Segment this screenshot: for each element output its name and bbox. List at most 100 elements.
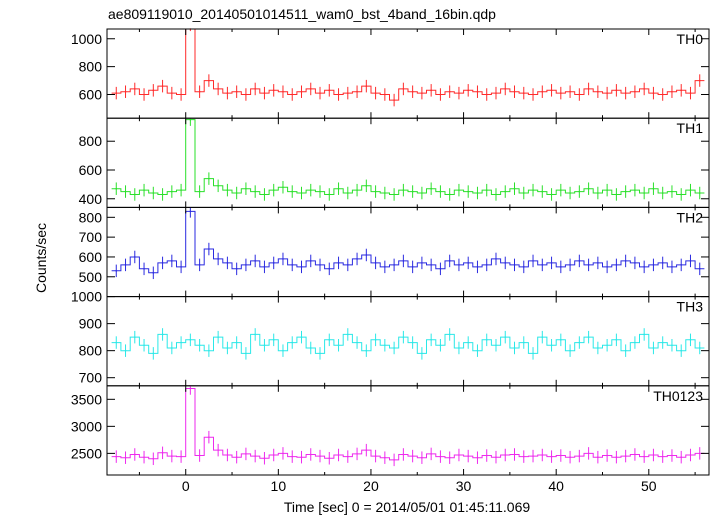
data-point <box>504 88 507 90</box>
data-point <box>337 187 340 190</box>
data-point <box>476 456 479 459</box>
data-point <box>430 187 432 190</box>
data-point <box>504 262 507 264</box>
data-point <box>226 92 229 94</box>
y-tick-label: 2500 <box>71 445 102 461</box>
data-point <box>522 192 525 194</box>
data-point <box>569 349 571 352</box>
data-point <box>161 262 164 264</box>
data-point <box>578 455 581 457</box>
data-point <box>328 193 331 196</box>
y-tick-label: 800 <box>79 209 103 225</box>
data-point <box>374 262 377 264</box>
data-point <box>133 336 136 338</box>
data-point <box>661 341 664 344</box>
data-point <box>124 456 127 459</box>
data-point <box>393 264 395 266</box>
data-point <box>208 79 210 82</box>
data-point <box>124 349 127 352</box>
data-point <box>208 436 210 438</box>
data-point <box>235 268 238 270</box>
data-point <box>189 339 192 341</box>
y-tick-label: 3500 <box>71 391 102 407</box>
data-point <box>661 455 664 458</box>
data-point <box>393 193 395 196</box>
data-point <box>384 93 386 96</box>
data-point <box>495 344 497 347</box>
data-point <box>606 344 608 347</box>
data-point <box>384 266 386 268</box>
data-point <box>282 258 284 260</box>
data-point <box>421 192 423 194</box>
series-line <box>111 333 705 354</box>
data-point <box>504 454 507 456</box>
data-point <box>263 92 266 94</box>
data-point <box>634 262 636 264</box>
data-point <box>143 456 145 458</box>
x-tick-label: 50 <box>641 478 657 494</box>
data-point <box>430 339 432 341</box>
data-point <box>282 349 284 352</box>
data-point <box>263 266 266 268</box>
data-point <box>698 268 701 270</box>
data-point <box>319 190 321 193</box>
data-point <box>393 99 395 101</box>
data-point <box>430 89 432 92</box>
data-point <box>365 85 368 87</box>
data-point <box>124 264 127 266</box>
data-point <box>532 352 534 355</box>
y-tick-label: 400 <box>79 191 103 207</box>
data-point <box>615 264 618 266</box>
data-point <box>143 268 145 270</box>
data-point <box>402 453 405 456</box>
data-point <box>606 189 608 191</box>
y-axis-title: Counts/sec <box>33 223 49 293</box>
data-point <box>328 268 331 270</box>
data-point <box>522 455 525 458</box>
y-tick-label: 1000 <box>71 31 102 47</box>
data-point <box>152 272 155 274</box>
data-point <box>291 341 294 344</box>
data-point <box>485 454 488 457</box>
panel-th1: 400 600 800 TH1 <box>79 117 710 208</box>
data-point <box>272 89 275 92</box>
data-point <box>439 190 442 193</box>
data-point <box>606 454 608 457</box>
data-point <box>319 264 321 266</box>
data-point <box>152 89 155 92</box>
data-point <box>624 190 627 193</box>
data-point <box>254 333 256 336</box>
data-point <box>532 189 534 191</box>
data-point <box>208 248 210 250</box>
data-point <box>448 193 451 196</box>
data-point <box>587 264 590 266</box>
data-point <box>689 339 692 341</box>
data-point <box>384 192 386 194</box>
data-point <box>439 344 442 347</box>
data-point <box>133 193 136 196</box>
data-point <box>680 456 683 458</box>
data-point <box>133 88 136 90</box>
data-point <box>365 254 368 256</box>
data-point <box>606 266 608 268</box>
data-point <box>476 266 479 268</box>
data-point <box>180 93 182 96</box>
series-line <box>111 388 705 461</box>
data-point <box>235 192 238 194</box>
data-point <box>504 336 507 338</box>
panel-th2: 500 600 700 800 TH2 <box>79 206 710 298</box>
panel-name-label: TH2 <box>677 209 704 225</box>
data-point <box>217 88 219 90</box>
data-point <box>152 457 155 460</box>
data-point <box>272 189 275 191</box>
data-point <box>347 455 349 458</box>
data-point <box>374 339 377 341</box>
data-point <box>245 264 247 266</box>
data-point <box>587 187 590 190</box>
data-point <box>513 90 516 93</box>
y-tick-label: 800 <box>79 133 103 149</box>
data-point <box>671 190 673 193</box>
data-point <box>115 92 118 94</box>
data-point <box>189 210 192 213</box>
data-point <box>661 192 664 194</box>
